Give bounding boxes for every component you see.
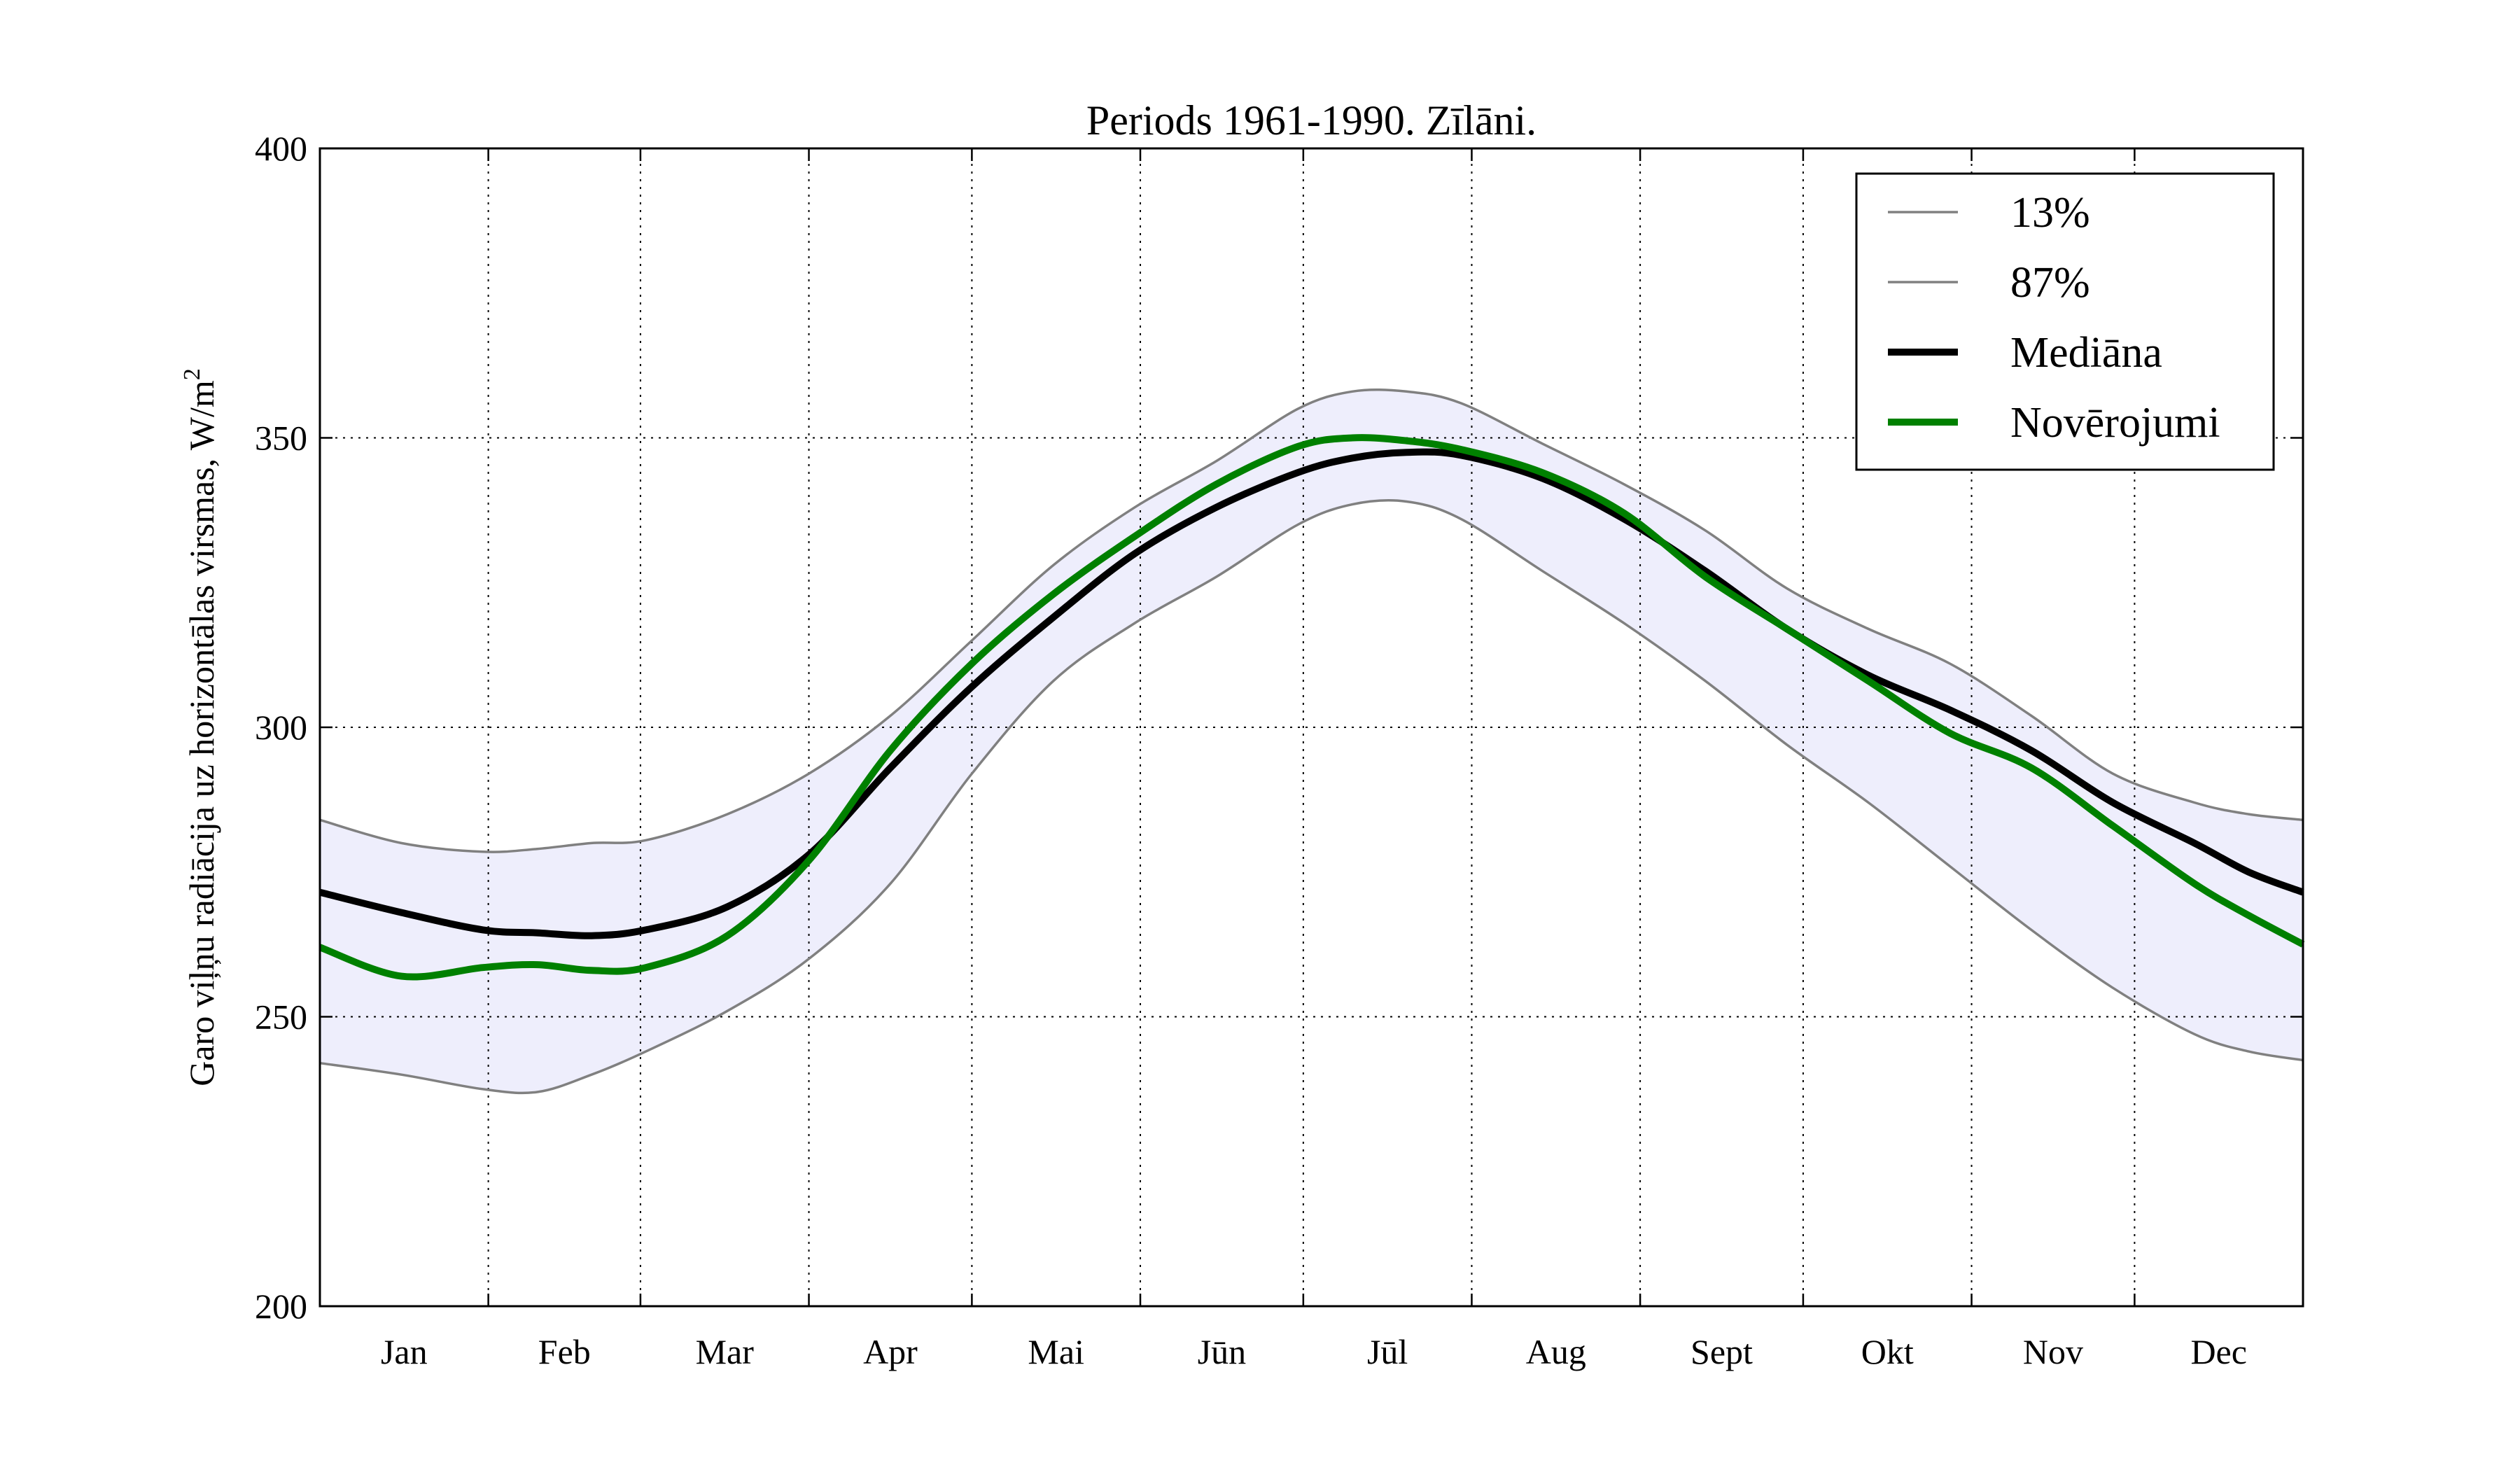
legend-label: Novērojumi [2010,399,2220,447]
x-tick-label: Mar [696,1332,755,1371]
y-tick-label: 250 [255,997,307,1037]
x-tick-label: Aug [1526,1332,1586,1371]
percentile-band [320,389,2303,1093]
y-tick-label: 350 [255,419,307,458]
chart-title: Periods 1961-1990. Zīlāni. [1086,97,1536,144]
legend-box [1855,172,2275,471]
x-tick-label: Sept [1690,1332,1753,1371]
x-tick-label: Jan [381,1332,428,1371]
y-tick-label: 400 [255,129,307,168]
axes: 200 250 300 350 400 Jan Feb Mar Apr Mai Jūn Jūl Aug S… [255,129,2303,1371]
legend-label: 13% [2010,189,2090,237]
series-line-1 [319,499,2304,1095]
series-lines [318,388,2305,1095]
x-tick-label: Feb [538,1332,591,1371]
x-tick-label: Jūl [1367,1332,1408,1371]
series-line-3 [318,448,2304,939]
x-tick-label: Okt [1861,1332,1914,1371]
x-tick-label: Apr [863,1332,918,1371]
y-tick-label: 200 [255,1287,307,1326]
x-tick-label: Jūn [1198,1332,1246,1371]
x-tick-label: Dec [2190,1332,2247,1371]
y-tick-label: 300 [255,708,307,747]
x-tick-label: Mai [1028,1332,1084,1371]
legend: 13% 87% Mediāna Novērojumi [1855,172,2275,471]
series-line-4 [318,434,2305,981]
legend-label: Mediāna [2010,329,2162,377]
series-line-2 [319,388,2304,853]
band-area [320,389,2303,1093]
y-axis-label: Garo viļņu radiācija uz horizontālas vir… [179,368,221,1086]
legend-label: 87% [2010,259,2090,307]
x-tick-label: Nov [2023,1332,2083,1371]
